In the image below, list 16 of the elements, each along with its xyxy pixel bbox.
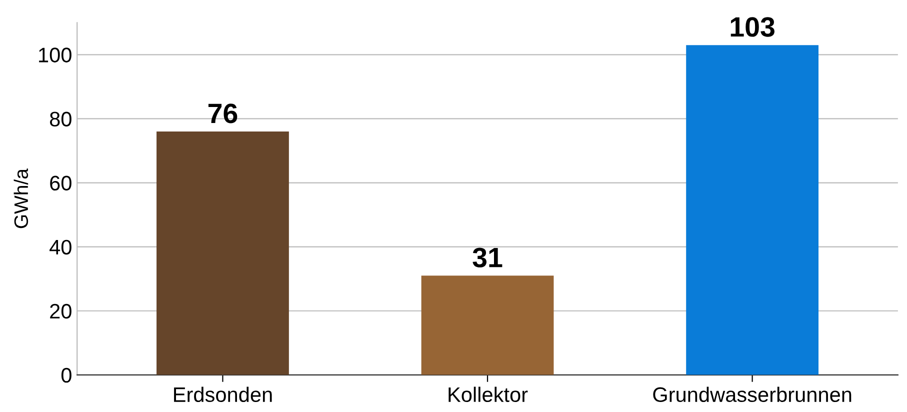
y-tick-label: 0 — [61, 368, 72, 383]
bar — [686, 45, 818, 375]
data-label: 31 — [472, 248, 502, 268]
y-tick-label: 60 — [50, 176, 72, 191]
y-tick-label: 100 — [39, 48, 72, 62]
y-axis-title: GWh/a — [14, 168, 28, 228]
y-tick-label: 80 — [50, 112, 72, 126]
y-tick-label: 20 — [50, 304, 72, 319]
x-tick-label: Erdsonden — [174, 386, 272, 402]
bar — [421, 276, 554, 375]
y-tick-label: 40 — [50, 240, 72, 255]
x-tick-label: Grundwasserbrunnen — [653, 386, 852, 402]
x-tick-label: Kollektor — [448, 386, 528, 402]
data-label: 76 — [208, 104, 238, 124]
bar — [156, 132, 289, 375]
data-label: 103 — [730, 17, 774, 37]
